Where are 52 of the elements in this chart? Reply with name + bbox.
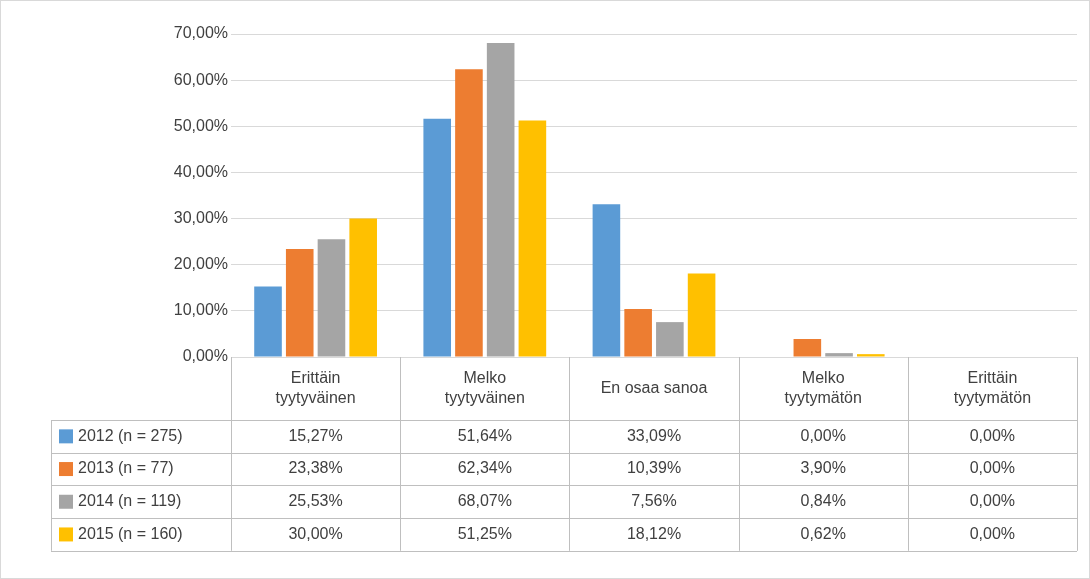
x-tick-label: Melko tyytyväinen	[444, 368, 525, 406]
data-label: 0,84%	[800, 492, 846, 510]
x-tick-label: Erittäin tyytyväinen	[275, 368, 356, 406]
legend-label: 2012 (n = 275)	[78, 426, 183, 444]
legend-label: 2013 (n = 77)	[78, 459, 174, 477]
bar	[518, 120, 547, 357]
data-label: 15,27%	[288, 426, 343, 444]
y-tick-label: 30,00%	[173, 208, 228, 226]
bar	[486, 42, 515, 357]
data-label: 33,09%	[626, 426, 682, 444]
bar	[423, 118, 452, 357]
y-tick-label: 10,00%	[173, 301, 228, 319]
bar	[592, 204, 621, 357]
bar	[687, 273, 716, 357]
legend-label: 2014 (n = 119)	[78, 492, 182, 510]
data-label: 0,62%	[800, 524, 846, 542]
data-label: 30,00%	[288, 524, 343, 542]
y-tick-label: 50,00%	[173, 116, 228, 134]
data-label: 0,00%	[969, 426, 1016, 444]
data-label: 18,12%	[626, 524, 682, 542]
data-label: 0,00%	[969, 524, 1016, 542]
data-label: 0,00%	[800, 426, 846, 444]
data-label: 25,53%	[288, 492, 343, 510]
bar	[856, 354, 885, 357]
bar	[656, 322, 684, 357]
bar	[254, 286, 282, 357]
data-label: 62,34%	[457, 459, 512, 477]
y-tick-label: 20,00%	[173, 255, 228, 273]
data-label: 7,56%	[631, 492, 677, 510]
y-tick-label: 40,00%	[173, 162, 228, 180]
x-tick-label: Erittäin tyytymätön	[953, 368, 1032, 406]
bar	[317, 239, 346, 357]
data-label: 68,07%	[457, 492, 512, 510]
legend-label: 2015 (n = 160)	[78, 524, 183, 542]
data-label: 51,25%	[457, 524, 512, 542]
data-label: 0,00%	[969, 492, 1016, 510]
bar	[624, 309, 652, 357]
y-tick-label: 60,00%	[173, 70, 228, 88]
data-label: 10,39%	[626, 459, 682, 477]
bar	[793, 339, 822, 357]
x-tick-label: En osaa sanoa	[600, 378, 708, 396]
y-tick-label: 0,00%	[182, 347, 228, 365]
bar	[349, 218, 377, 357]
data-label: 3,90%	[800, 459, 846, 477]
x-tick-label: Melko tyytymätön	[784, 368, 862, 406]
bar	[455, 69, 483, 357]
bar	[285, 249, 314, 357]
y-tick-label: 70,00%	[173, 24, 228, 42]
data-label: 23,38%	[288, 459, 343, 477]
data-label: 51,64%	[457, 426, 512, 444]
data-label: 0,00%	[969, 459, 1016, 477]
bar	[825, 353, 853, 357]
